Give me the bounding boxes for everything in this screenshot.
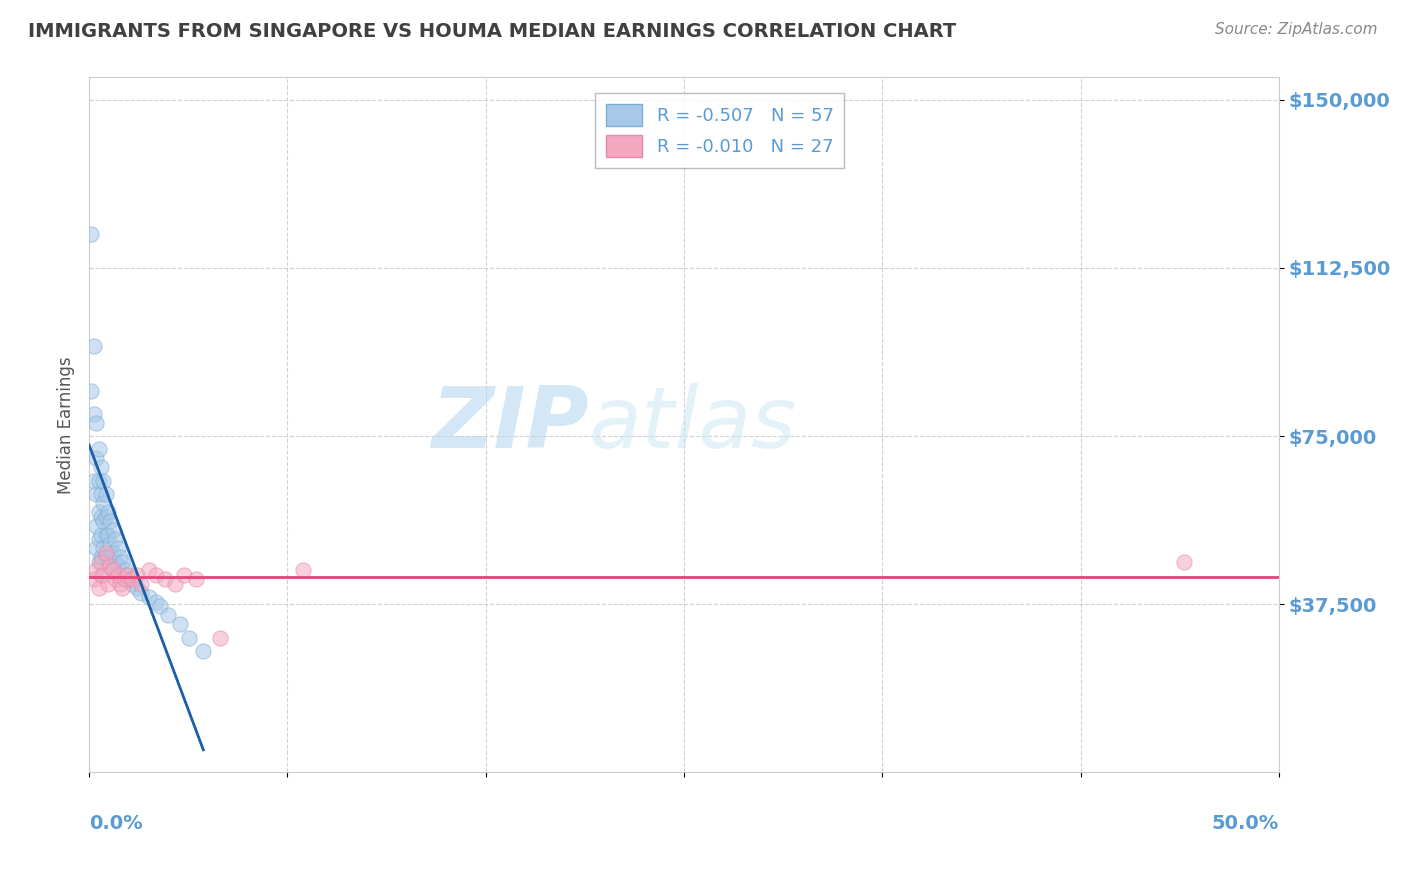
Point [90, 549, 112, 564]
Point [94, 509, 117, 524]
Point [138, 564, 160, 578]
Point [84, 416, 107, 430]
Point [111, 555, 134, 569]
Text: IMMIGRANTS FROM SINGAPORE VS HOUMA MEDIAN EARNINGS CORRELATION CHART: IMMIGRANTS FROM SINGAPORE VS HOUMA MEDIA… [28, 22, 956, 41]
Point [177, 631, 200, 645]
Point [84, 451, 107, 466]
Point [83, 474, 105, 488]
Point [83, 339, 105, 353]
Point [100, 555, 122, 569]
Point [193, 644, 215, 658]
Point [94, 487, 117, 501]
Point [111, 582, 134, 596]
Text: 50.0%: 50.0% [1212, 814, 1279, 833]
Point [101, 564, 124, 578]
Point [90, 460, 112, 475]
Point [115, 568, 138, 582]
Point [107, 541, 129, 555]
Point [186, 573, 208, 587]
Point [80, 227, 103, 242]
Point [87, 442, 110, 457]
Point [90, 509, 112, 524]
Point [118, 573, 141, 587]
Point [145, 595, 167, 609]
Point [94, 545, 117, 559]
Point [97, 577, 120, 591]
Point [100, 514, 122, 528]
Point [84, 541, 107, 555]
Point [156, 608, 179, 623]
Point [93, 541, 115, 555]
Point [94, 527, 117, 541]
Point [107, 559, 129, 574]
Point [87, 532, 110, 546]
Point [131, 586, 153, 600]
Text: 0.0%: 0.0% [89, 814, 142, 833]
Point [97, 505, 120, 519]
Point [90, 555, 112, 569]
Point [1173, 555, 1195, 569]
Point [84, 564, 107, 578]
Point [107, 568, 129, 582]
Point [90, 527, 112, 541]
Point [83, 573, 105, 587]
Point [83, 407, 105, 421]
Y-axis label: Median Earnings: Median Earnings [58, 356, 75, 493]
Point [80, 384, 103, 399]
Point [93, 474, 115, 488]
Point [97, 549, 120, 564]
Point [131, 577, 153, 591]
Point [125, 582, 148, 596]
Point [101, 545, 124, 559]
Point [104, 573, 127, 587]
Point [104, 532, 127, 546]
Point [145, 568, 167, 582]
Point [169, 617, 191, 632]
Point [163, 577, 186, 591]
Point [84, 487, 107, 501]
Text: ZIP: ZIP [432, 384, 589, 467]
Point [84, 518, 107, 533]
Point [87, 474, 110, 488]
Point [87, 505, 110, 519]
Point [114, 564, 136, 578]
Point [101, 523, 124, 537]
Point [108, 577, 131, 591]
Legend: R = -0.507   N = 57, R = -0.010   N = 27: R = -0.507 N = 57, R = -0.010 N = 27 [595, 94, 845, 169]
Text: atlas: atlas [589, 384, 797, 467]
Point [93, 514, 115, 528]
Point [100, 536, 122, 550]
Point [104, 555, 127, 569]
Text: Source: ZipAtlas.com: Source: ZipAtlas.com [1215, 22, 1378, 37]
Point [114, 573, 136, 587]
Point [155, 573, 177, 587]
Point [87, 555, 110, 569]
Point [292, 564, 315, 578]
Point [90, 568, 112, 582]
Point [173, 568, 195, 582]
Point [97, 527, 120, 541]
Point [138, 591, 160, 605]
Point [93, 496, 115, 510]
Point [108, 549, 131, 564]
Point [149, 599, 172, 614]
Point [208, 631, 231, 645]
Point [115, 568, 138, 582]
Point [93, 568, 115, 582]
Point [94, 549, 117, 564]
Point [90, 487, 112, 501]
Point [100, 559, 122, 574]
Point [121, 573, 143, 587]
Point [121, 577, 143, 591]
Point [101, 564, 124, 578]
Point [125, 568, 148, 582]
Point [87, 582, 110, 596]
